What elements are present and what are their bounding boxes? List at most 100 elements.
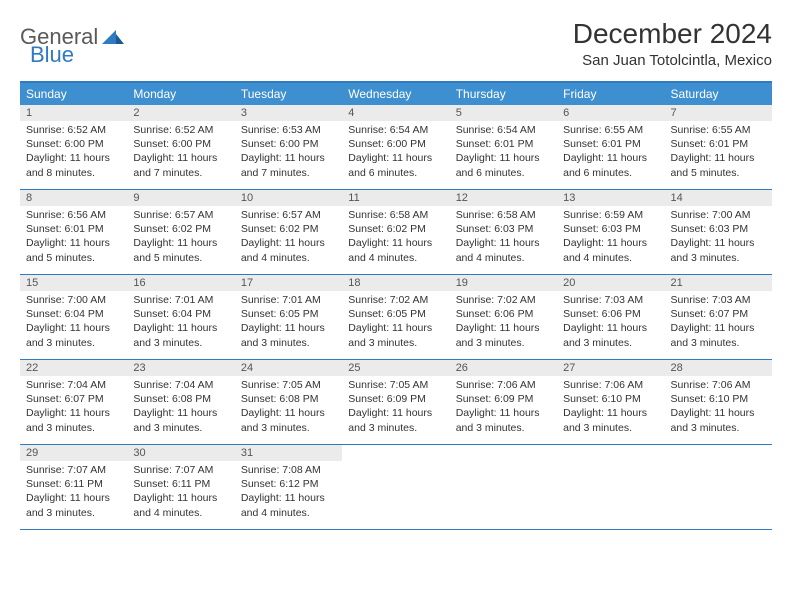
daylight-line: Daylight: 11 hours and 3 minutes. <box>241 321 336 349</box>
daylight-line: Daylight: 11 hours and 4 minutes. <box>456 236 551 264</box>
logo-triangle-icon <box>102 28 124 47</box>
cell-date: 18 <box>342 275 449 291</box>
sunset-line: Sunset: 6:01 PM <box>563 137 658 151</box>
cell-body: Sunrise: 7:02 AMSunset: 6:06 PMDaylight:… <box>450 291 557 354</box>
cell-body: Sunrise: 7:06 AMSunset: 6:09 PMDaylight:… <box>450 376 557 439</box>
week-row: 1Sunrise: 6:52 AMSunset: 6:00 PMDaylight… <box>20 105 772 190</box>
sunrise-line: Sunrise: 7:01 AM <box>241 293 336 307</box>
sunset-line: Sunset: 6:09 PM <box>348 392 443 406</box>
sunset-line: Sunset: 6:03 PM <box>456 222 551 236</box>
daylight-line: Daylight: 11 hours and 3 minutes. <box>671 321 766 349</box>
sunset-line: Sunset: 6:01 PM <box>456 137 551 151</box>
cell-date: 10 <box>235 190 342 206</box>
sunset-line: Sunset: 6:06 PM <box>456 307 551 321</box>
sunrise-line: Sunrise: 7:00 AM <box>671 208 766 222</box>
calendar-cell: 1Sunrise: 6:52 AMSunset: 6:00 PMDaylight… <box>20 105 127 189</box>
sunrise-line: Sunrise: 6:57 AM <box>241 208 336 222</box>
cell-body: Sunrise: 6:54 AMSunset: 6:01 PMDaylight:… <box>450 121 557 184</box>
cell-date: 26 <box>450 360 557 376</box>
location-text: San Juan Totolcintla, Mexico <box>573 52 772 69</box>
cell-body: Sunrise: 6:58 AMSunset: 6:02 PMDaylight:… <box>342 206 449 269</box>
daylight-line: Daylight: 11 hours and 4 minutes. <box>348 236 443 264</box>
sunrise-line: Sunrise: 6:59 AM <box>563 208 658 222</box>
sunrise-line: Sunrise: 7:04 AM <box>26 378 121 392</box>
sunrise-line: Sunrise: 6:55 AM <box>563 123 658 137</box>
calendar-cell: 10Sunrise: 6:57 AMSunset: 6:02 PMDayligh… <box>235 190 342 274</box>
calendar-cell: 29Sunrise: 7:07 AMSunset: 6:11 PMDayligh… <box>20 445 127 529</box>
title-block: December 2024 San Juan Totolcintla, Mexi… <box>573 18 772 69</box>
calendar-cell: 17Sunrise: 7:01 AMSunset: 6:05 PMDayligh… <box>235 275 342 359</box>
sunrise-line: Sunrise: 6:54 AM <box>456 123 551 137</box>
logo-sub: Blue <box>30 42 74 68</box>
sunrise-line: Sunrise: 7:06 AM <box>671 378 766 392</box>
daylight-line: Daylight: 11 hours and 3 minutes. <box>26 491 121 519</box>
cell-date: 21 <box>665 275 772 291</box>
cell-body: Sunrise: 6:55 AMSunset: 6:01 PMDaylight:… <box>557 121 664 184</box>
cell-body: Sunrise: 7:03 AMSunset: 6:06 PMDaylight:… <box>557 291 664 354</box>
calendar-cell: 19Sunrise: 7:02 AMSunset: 6:06 PMDayligh… <box>450 275 557 359</box>
cell-date: 22 <box>20 360 127 376</box>
cell-body: Sunrise: 7:07 AMSunset: 6:11 PMDaylight:… <box>20 461 127 524</box>
sunrise-line: Sunrise: 7:03 AM <box>563 293 658 307</box>
cell-date: 11 <box>342 190 449 206</box>
sunrise-line: Sunrise: 7:05 AM <box>241 378 336 392</box>
calendar-cell: 7Sunrise: 6:55 AMSunset: 6:01 PMDaylight… <box>665 105 772 189</box>
cell-date: 17 <box>235 275 342 291</box>
logo-text-blue: Blue <box>30 42 74 67</box>
daylight-line: Daylight: 11 hours and 6 minutes. <box>348 151 443 179</box>
daylight-line: Daylight: 11 hours and 8 minutes. <box>26 151 121 179</box>
cell-body: Sunrise: 7:06 AMSunset: 6:10 PMDaylight:… <box>665 376 772 439</box>
cell-date: 23 <box>127 360 234 376</box>
calendar-cell: 5Sunrise: 6:54 AMSunset: 6:01 PMDaylight… <box>450 105 557 189</box>
weeks-container: 1Sunrise: 6:52 AMSunset: 6:00 PMDaylight… <box>20 105 772 530</box>
sunrise-line: Sunrise: 7:02 AM <box>348 293 443 307</box>
cell-body: Sunrise: 7:01 AMSunset: 6:05 PMDaylight:… <box>235 291 342 354</box>
cell-body: Sunrise: 7:03 AMSunset: 6:07 PMDaylight:… <box>665 291 772 354</box>
sunset-line: Sunset: 6:08 PM <box>241 392 336 406</box>
sunrise-line: Sunrise: 6:55 AM <box>671 123 766 137</box>
sunrise-line: Sunrise: 6:57 AM <box>133 208 228 222</box>
daylight-line: Daylight: 11 hours and 7 minutes. <box>241 151 336 179</box>
day-header-wednesday: Wednesday <box>342 83 449 105</box>
sunrise-line: Sunrise: 7:06 AM <box>456 378 551 392</box>
week-row: 22Sunrise: 7:04 AMSunset: 6:07 PMDayligh… <box>20 360 772 445</box>
sunset-line: Sunset: 6:10 PM <box>563 392 658 406</box>
daylight-line: Daylight: 11 hours and 4 minutes. <box>563 236 658 264</box>
sunrise-line: Sunrise: 6:58 AM <box>348 208 443 222</box>
calendar-cell: 18Sunrise: 7:02 AMSunset: 6:05 PMDayligh… <box>342 275 449 359</box>
header: General December 2024 San Juan Totolcint… <box>20 18 772 69</box>
calendar-cell: 31Sunrise: 7:08 AMSunset: 6:12 PMDayligh… <box>235 445 342 529</box>
daylight-line: Daylight: 11 hours and 3 minutes. <box>26 406 121 434</box>
calendar-cell: 27Sunrise: 7:06 AMSunset: 6:10 PMDayligh… <box>557 360 664 444</box>
cell-date: 6 <box>557 105 664 121</box>
cell-body: Sunrise: 7:06 AMSunset: 6:10 PMDaylight:… <box>557 376 664 439</box>
sunset-line: Sunset: 6:07 PM <box>26 392 121 406</box>
sunrise-line: Sunrise: 7:03 AM <box>671 293 766 307</box>
cell-body: Sunrise: 7:00 AMSunset: 6:04 PMDaylight:… <box>20 291 127 354</box>
sunset-line: Sunset: 6:06 PM <box>563 307 658 321</box>
calendar-cell: 21Sunrise: 7:03 AMSunset: 6:07 PMDayligh… <box>665 275 772 359</box>
day-header-saturday: Saturday <box>665 83 772 105</box>
calendar-cell: 11Sunrise: 6:58 AMSunset: 6:02 PMDayligh… <box>342 190 449 274</box>
cell-body: Sunrise: 6:57 AMSunset: 6:02 PMDaylight:… <box>127 206 234 269</box>
sunset-line: Sunset: 6:09 PM <box>456 392 551 406</box>
sunset-line: Sunset: 6:00 PM <box>26 137 121 151</box>
calendar-cell: 12Sunrise: 6:58 AMSunset: 6:03 PMDayligh… <box>450 190 557 274</box>
calendar: Sunday Monday Tuesday Wednesday Thursday… <box>20 81 772 530</box>
daylight-line: Daylight: 11 hours and 5 minutes. <box>26 236 121 264</box>
daylight-line: Daylight: 11 hours and 3 minutes. <box>456 321 551 349</box>
cell-date: 8 <box>20 190 127 206</box>
cell-date: 1 <box>20 105 127 121</box>
day-header-thursday: Thursday <box>450 83 557 105</box>
cell-date: 5 <box>450 105 557 121</box>
day-header-monday: Monday <box>127 83 234 105</box>
cell-date: 2 <box>127 105 234 121</box>
sunset-line: Sunset: 6:02 PM <box>348 222 443 236</box>
cell-body: Sunrise: 6:59 AMSunset: 6:03 PMDaylight:… <box>557 206 664 269</box>
sunset-line: Sunset: 6:04 PM <box>26 307 121 321</box>
cell-body: Sunrise: 7:08 AMSunset: 6:12 PMDaylight:… <box>235 461 342 524</box>
calendar-cell: 2Sunrise: 6:52 AMSunset: 6:00 PMDaylight… <box>127 105 234 189</box>
cell-body: Sunrise: 6:57 AMSunset: 6:02 PMDaylight:… <box>235 206 342 269</box>
cell-date: 24 <box>235 360 342 376</box>
daylight-line: Daylight: 11 hours and 3 minutes. <box>241 406 336 434</box>
